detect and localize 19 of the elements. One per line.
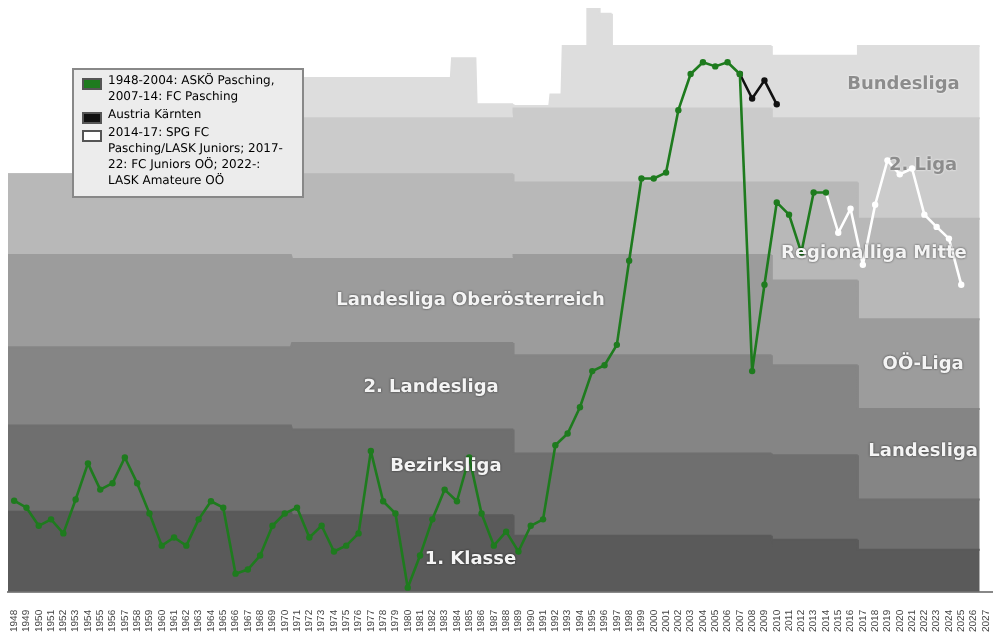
point — [871, 201, 879, 208]
point — [896, 171, 903, 178]
annotation: 1. Klasse — [424, 550, 517, 571]
annotation: Landesliga — [868, 442, 978, 463]
point — [748, 95, 756, 102]
annotation: Bundesliga — [847, 74, 960, 95]
point — [773, 101, 780, 108]
point — [921, 211, 928, 218]
annotation: Landesliga Oberösterreich — [336, 290, 605, 311]
point — [835, 229, 842, 236]
point — [761, 77, 768, 84]
annotation: 2. Landesliga — [363, 378, 499, 399]
point — [958, 281, 965, 288]
annotation: OÖ-Liga — [882, 350, 964, 375]
point — [945, 235, 953, 242]
point — [933, 223, 940, 231]
annotation: 2. Liga — [888, 156, 958, 177]
point — [847, 205, 854, 213]
point — [908, 165, 916, 172]
